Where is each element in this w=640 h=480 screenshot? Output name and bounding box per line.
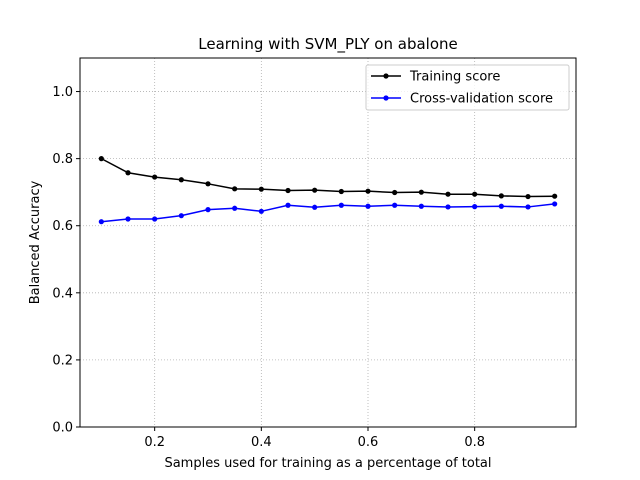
data-point-cross-validation <box>205 207 211 213</box>
legend-label-cross-validation: Cross-validation score <box>410 92 553 107</box>
data-point-training <box>125 170 131 176</box>
data-point-cross-validation <box>152 216 158 222</box>
data-point-training <box>418 189 424 195</box>
data-point-training <box>365 188 371 194</box>
y-axis-title: Balanced Accuracy <box>28 180 43 304</box>
x-tick-label: 0.4 <box>251 435 272 450</box>
data-point-cross-validation <box>418 203 424 209</box>
y-tick-label: 0.4 <box>52 286 73 301</box>
series-cross-validation <box>98 201 558 225</box>
y-tick-label: 0.6 <box>52 219 73 234</box>
data-point-training <box>472 191 478 197</box>
x-axis-title: Samples used for training as a percentag… <box>164 456 491 471</box>
data-point-training <box>445 191 451 197</box>
data-point-training <box>258 186 264 192</box>
data-point-cross-validation <box>232 205 238 211</box>
series-line-cross-validation <box>101 203 555 223</box>
data-point-training <box>552 193 558 199</box>
data-point-training <box>498 193 504 199</box>
data-point-training <box>98 156 104 162</box>
data-point-cross-validation <box>98 219 104 225</box>
series-training <box>98 156 558 200</box>
data-point-cross-validation <box>552 201 558 207</box>
data-point-training <box>338 188 344 195</box>
data-point-cross-validation <box>258 208 264 214</box>
data-point-cross-validation <box>365 203 371 209</box>
x-tick-label: 0.8 <box>464 435 485 450</box>
series-line-training <box>100 157 555 198</box>
legend-box <box>365 64 570 111</box>
data-point-cross-validation <box>445 204 451 210</box>
tick-layer: 0.2 0.4 0.6 0.8 0.0 0.2 0.4 0.6 0.8 1.0 <box>52 85 485 450</box>
legend-marker-cross-validation <box>383 95 389 101</box>
data-point-cross-validation <box>472 204 478 210</box>
data-point-cross-validation <box>312 204 318 210</box>
data-point-cross-validation <box>338 202 344 208</box>
data-point-cross-validation <box>525 204 531 210</box>
x-tick-label: 0.2 <box>144 435 165 450</box>
x-tick-label: 0.6 <box>358 435 379 450</box>
legend-marker-training <box>383 73 389 79</box>
y-tick-label: 0.0 <box>52 421 73 436</box>
data-point-training <box>312 187 318 193</box>
data-point-training <box>392 189 398 196</box>
plot-frame <box>79 57 577 428</box>
data-point-cross-validation <box>392 202 398 208</box>
legend-label-training: Training score <box>409 70 500 85</box>
data-point-training <box>178 177 184 183</box>
y-tick-label: 0.2 <box>52 353 73 368</box>
data-point-training <box>525 193 531 200</box>
data-point-cross-validation <box>125 216 131 222</box>
data-point-training <box>232 186 238 192</box>
data-point-cross-validation <box>178 213 184 219</box>
data-point-training <box>285 187 291 194</box>
series-layer <box>98 156 558 225</box>
y-tick-label: 1.0 <box>52 85 73 100</box>
data-point-cross-validation <box>285 202 291 208</box>
data-point-training <box>152 174 158 180</box>
y-tick-label: 0.8 <box>52 152 73 167</box>
data-point-cross-validation <box>498 203 504 209</box>
data-point-training <box>205 181 211 187</box>
chart-title: Learning with SVM_PLY on abalone <box>198 35 457 54</box>
legend: Training score Cross-validation score <box>365 64 570 111</box>
